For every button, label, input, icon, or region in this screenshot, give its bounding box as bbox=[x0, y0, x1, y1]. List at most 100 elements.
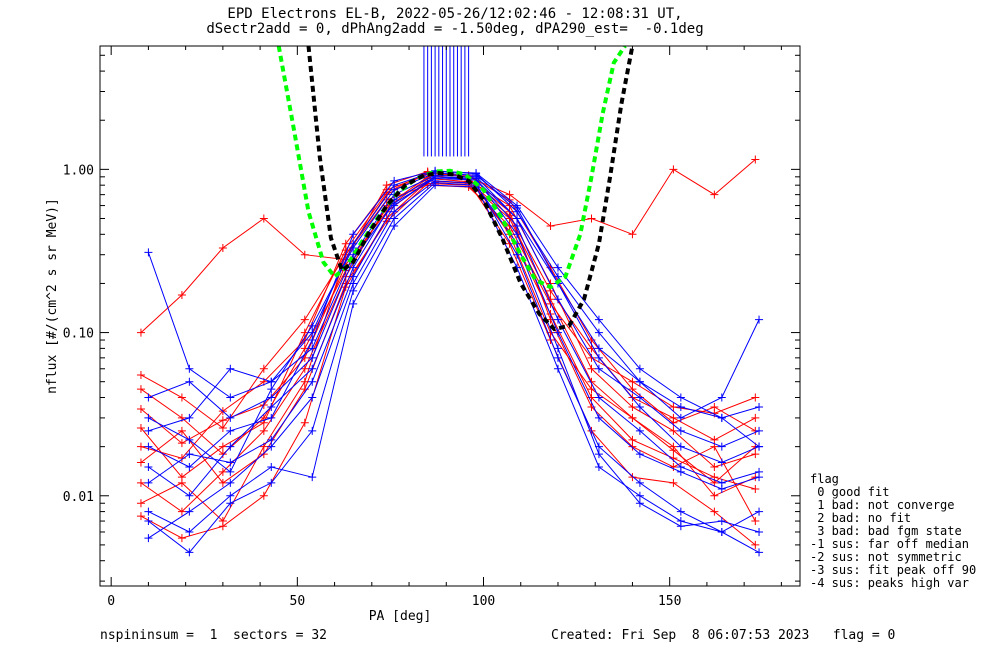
data-point-blue bbox=[267, 402, 276, 411]
data-point-red bbox=[587, 364, 596, 373]
data-point-blue bbox=[594, 393, 603, 402]
series-line-red bbox=[140, 184, 756, 429]
data-point-blue bbox=[226, 393, 235, 402]
plot-frame bbox=[99, 45, 801, 587]
series-line-red bbox=[140, 180, 756, 546]
data-point-blue bbox=[755, 527, 764, 536]
data-point-blue bbox=[635, 478, 644, 487]
data-point-blue bbox=[594, 344, 603, 353]
data-point-blue bbox=[308, 336, 317, 345]
legend-title: flag bbox=[810, 472, 839, 486]
data-point-blue bbox=[755, 548, 764, 557]
data-point-blue bbox=[144, 507, 153, 516]
chart-title-line1: EPD Electrons EL-B, 2022-05-26/12:02:46 … bbox=[227, 6, 683, 22]
fit-curve-black_fit bbox=[306, 46, 635, 332]
legend-item: 3 bad: bad fgm state bbox=[810, 524, 962, 538]
data-point-red bbox=[259, 491, 268, 500]
data-point-blue bbox=[717, 442, 726, 451]
data-point-blue bbox=[472, 171, 481, 180]
series-line-red bbox=[140, 176, 756, 522]
data-point-blue bbox=[226, 413, 235, 422]
data-point-blue bbox=[676, 442, 685, 451]
data-point-red bbox=[259, 214, 268, 223]
footer-info-right: Created: Fri Sep 8 06:07:53 2023 flag = … bbox=[551, 628, 896, 643]
series-line-blue bbox=[148, 176, 760, 497]
data-point-blue bbox=[226, 458, 235, 467]
data-point-blue bbox=[594, 450, 603, 459]
data-point-red bbox=[218, 243, 227, 252]
data-point-blue bbox=[185, 463, 194, 472]
data-point-red bbox=[710, 435, 719, 444]
data-point-red bbox=[177, 473, 186, 482]
data-point-red bbox=[259, 450, 268, 459]
data-point-blue bbox=[755, 507, 764, 516]
data-point-blue bbox=[431, 178, 440, 187]
data-point-red bbox=[136, 478, 145, 487]
series-line-blue bbox=[148, 180, 760, 553]
data-point-blue bbox=[185, 450, 194, 459]
data-point-blue bbox=[185, 435, 194, 444]
data-point-red bbox=[710, 402, 719, 411]
data-point-blue bbox=[755, 473, 764, 482]
data-point-blue bbox=[717, 458, 726, 467]
data-point-red bbox=[628, 442, 637, 451]
data-point-blue bbox=[267, 385, 276, 394]
data-point-blue bbox=[635, 364, 644, 373]
data-point-blue bbox=[755, 402, 764, 411]
data-point-blue bbox=[717, 393, 726, 402]
data-point-blue bbox=[308, 426, 317, 435]
data-point-red bbox=[669, 442, 678, 451]
data-point-red bbox=[628, 473, 637, 482]
data-point-blue bbox=[226, 364, 235, 373]
data-point-red bbox=[628, 435, 637, 444]
data-point-red bbox=[669, 478, 678, 487]
data-point-blue bbox=[267, 393, 276, 402]
data-point-red bbox=[136, 424, 145, 433]
data-point-blue bbox=[390, 185, 399, 194]
data-point-blue bbox=[553, 263, 562, 272]
data-point-blue bbox=[185, 491, 194, 500]
legend-item: -2 sus: not symmetric bbox=[810, 550, 962, 564]
data-point-red bbox=[669, 426, 678, 435]
data-point-blue bbox=[144, 534, 153, 543]
data-point-red bbox=[218, 522, 227, 531]
data-point-blue bbox=[308, 344, 317, 353]
data-point-blue bbox=[513, 214, 522, 223]
data-point-blue bbox=[553, 272, 562, 281]
data-point-blue bbox=[553, 315, 562, 324]
data-point-blue bbox=[513, 230, 522, 239]
data-point-red bbox=[218, 478, 227, 487]
data-point-blue bbox=[717, 517, 726, 526]
series-line-red bbox=[140, 182, 756, 490]
data-point-blue bbox=[676, 402, 685, 411]
data-point-blue bbox=[553, 328, 562, 337]
data-point-blue bbox=[594, 364, 603, 373]
series-line-blue bbox=[148, 184, 760, 533]
data-point-blue bbox=[349, 230, 358, 239]
data-point-blue bbox=[717, 485, 726, 494]
data-point-blue bbox=[308, 321, 317, 330]
data-point-red bbox=[546, 299, 555, 308]
data-point-blue bbox=[635, 499, 644, 508]
data-point-blue bbox=[594, 353, 603, 362]
data-point-blue bbox=[553, 295, 562, 304]
data-point-red bbox=[136, 512, 145, 521]
data-point-red bbox=[587, 214, 596, 223]
data-point-red bbox=[382, 181, 391, 190]
legend-item: -4 sus: peaks high var bbox=[810, 576, 969, 590]
legend-item: 1 bad: not converge bbox=[810, 498, 955, 512]
chart-title-line2: dSectr2add = 0, dPhAng2add = -1.50deg, d… bbox=[206, 21, 704, 37]
series-line-blue bbox=[148, 177, 760, 448]
x-tick-label: 0 bbox=[107, 594, 115, 609]
data-point-blue bbox=[185, 413, 194, 422]
data-point-blue bbox=[308, 473, 317, 482]
data-point-red bbox=[669, 402, 678, 411]
data-point-red bbox=[710, 507, 719, 516]
data-point-red bbox=[751, 485, 760, 494]
data-point-red bbox=[751, 517, 760, 526]
data-point-blue bbox=[390, 214, 399, 223]
data-point-red bbox=[218, 450, 227, 459]
fit-curve-green_fit bbox=[276, 46, 627, 290]
data-point-blue bbox=[390, 201, 399, 210]
data-point-red bbox=[546, 221, 555, 230]
